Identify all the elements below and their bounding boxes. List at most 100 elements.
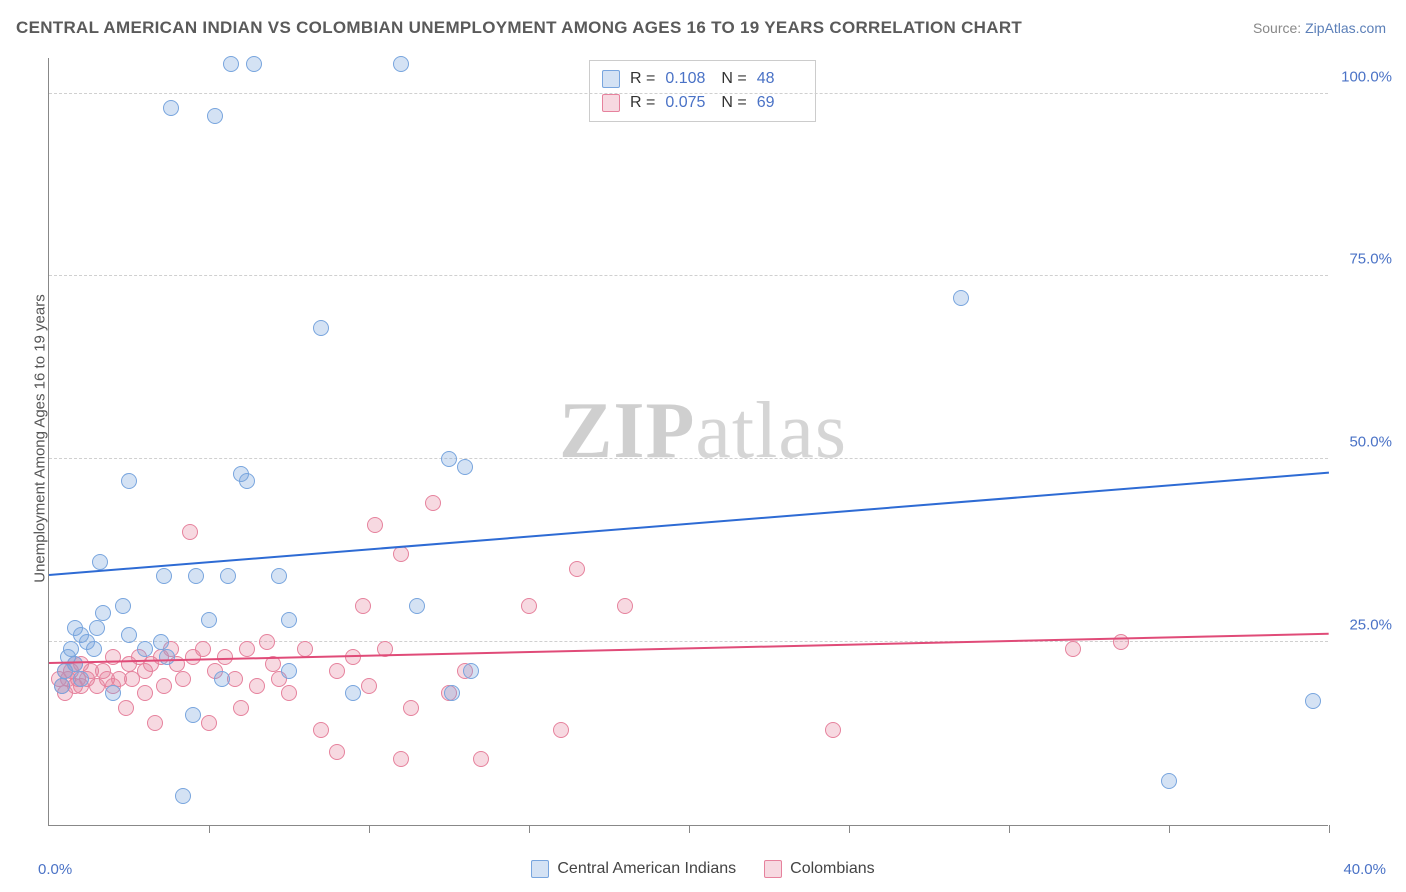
series-swatch [602,94,620,112]
legend-item: Colombians [764,860,874,878]
watermark-atlas: atlas [695,387,847,475]
data-point [73,671,89,687]
stat-r-value: 0.108 [665,70,711,88]
data-point [121,473,137,489]
data-point [617,598,633,614]
data-point [89,620,105,636]
data-point [159,649,175,665]
data-point [259,634,275,650]
data-point [156,568,172,584]
data-point [367,517,383,533]
data-point [175,788,191,804]
data-point [521,598,537,614]
series-name: Colombians [790,860,874,878]
data-point [115,598,131,614]
data-point [409,598,425,614]
scatter-plot: ZIPatlas R =0.108N =48R =0.075N =69 25.0… [48,58,1328,826]
data-point [246,56,262,72]
trend-line [49,472,1329,576]
data-point [137,685,153,701]
watermark: ZIPatlas [559,386,847,477]
data-point [63,641,79,657]
gridline-h [49,458,1328,459]
data-point [281,685,297,701]
data-point [313,320,329,336]
stat-r-value: 0.075 [665,94,711,112]
stat-n-value: 48 [757,70,803,88]
data-point [86,641,102,657]
x-tick-mark [369,825,370,833]
data-point [163,100,179,116]
series-swatch [764,860,782,878]
x-tick-40: 40.0% [1343,861,1386,878]
data-point [441,451,457,467]
data-point [175,671,191,687]
data-point [825,722,841,738]
data-point [249,678,265,694]
data-point [214,671,230,687]
data-point [223,56,239,72]
data-point [92,554,108,570]
data-point [67,656,83,672]
data-point [118,700,134,716]
data-point [1305,693,1321,709]
source-attribution: Source: ZipAtlas.com [1253,20,1386,36]
source-link[interactable]: ZipAtlas.com [1305,20,1386,36]
data-point [444,685,460,701]
gridline-h [49,93,1328,94]
chart-title: CENTRAL AMERICAN INDIAN VS COLOMBIAN UNE… [16,18,1022,38]
data-point [201,715,217,731]
data-point [220,568,236,584]
y-tick-label: 75.0% [1349,251,1392,268]
series-name: Central American Indians [557,860,736,878]
stat-n-label: N = [721,70,746,88]
stat-n-label: N = [721,94,746,112]
data-point [329,744,345,760]
y-tick-label: 100.0% [1341,68,1392,85]
stat-r-label: R = [630,94,655,112]
x-tick-0: 0.0% [38,861,72,878]
x-tick-mark [1009,825,1010,833]
stats-row: R = 0.108 N = 48 [602,67,803,91]
data-point [953,290,969,306]
data-point [137,641,153,657]
data-point [217,649,233,665]
data-point [239,641,255,657]
x-tick-mark [689,825,690,833]
data-point [105,685,121,701]
stat-r-label: R = [630,70,655,88]
stats-legend: R =0.108N =48R =0.075N =69 [589,60,816,122]
data-point [233,700,249,716]
data-point [121,627,137,643]
data-point [239,473,255,489]
legend-item: Central American Indians [531,860,736,878]
y-tick-label: 50.0% [1349,434,1392,451]
data-point [195,641,211,657]
y-axis-label: Unemployment Among Ages 16 to 19 years [32,259,49,619]
data-point [271,568,287,584]
data-point [345,685,361,701]
data-point [156,678,172,694]
x-tick-mark [1169,825,1170,833]
data-point [569,561,585,577]
data-point [329,663,345,679]
data-point [281,663,297,679]
x-tick-mark [849,825,850,833]
data-point [147,715,163,731]
data-point [355,598,371,614]
series-swatch [602,70,620,88]
data-point [182,524,198,540]
data-point [393,56,409,72]
x-tick-mark [209,825,210,833]
watermark-zip: ZIP [559,387,695,475]
gridline-h [49,275,1328,276]
data-point [313,722,329,738]
data-point [153,634,169,650]
data-point [188,568,204,584]
y-tick-label: 25.0% [1349,617,1392,634]
data-point [185,707,201,723]
data-point [403,700,419,716]
data-point [95,605,111,621]
source-prefix: Source: [1253,20,1305,36]
data-point [425,495,441,511]
